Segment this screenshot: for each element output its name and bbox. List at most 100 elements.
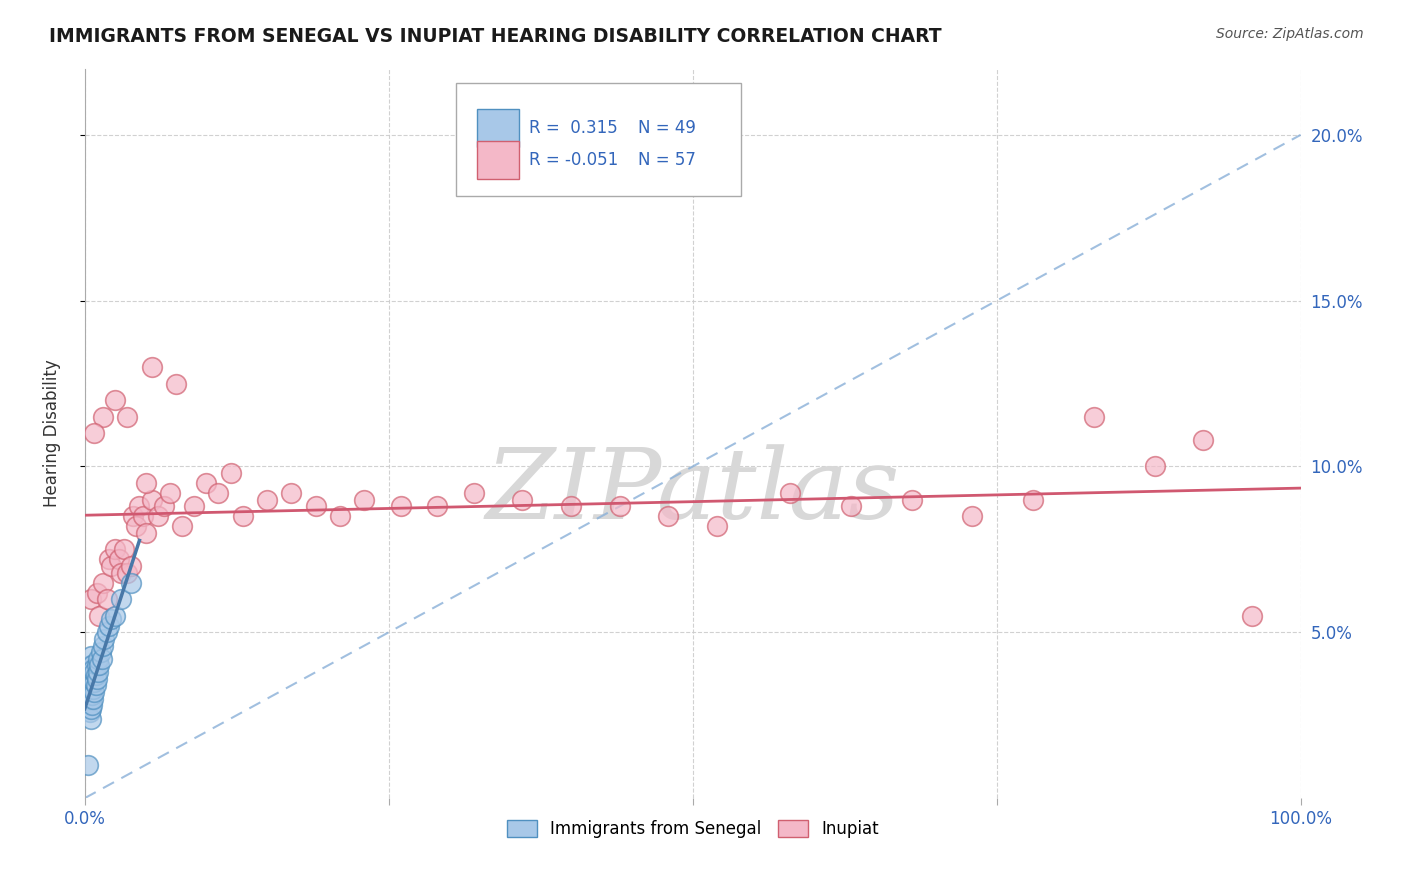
- Point: [90, 652, 112, 666]
- Point: [183, 500, 205, 514]
- Point: [207, 486, 229, 500]
- Point: [83, 685, 105, 699]
- Point: [1022, 492, 1045, 507]
- Point: [80, 592, 103, 607]
- Point: [80, 712, 103, 726]
- Text: ZIPatlas: ZIPatlas: [485, 444, 900, 540]
- Point: [77, 698, 100, 713]
- Point: [132, 509, 155, 524]
- Point: [141, 492, 163, 507]
- Point: [80, 658, 103, 673]
- Point: [100, 612, 122, 626]
- Point: [117, 566, 139, 580]
- Point: [1143, 459, 1166, 474]
- Point: [135, 525, 157, 540]
- Point: [80, 689, 103, 703]
- Point: [77, 675, 100, 690]
- Point: [93, 632, 115, 646]
- Point: [112, 542, 135, 557]
- Point: [146, 509, 169, 524]
- Point: [87, 652, 110, 666]
- Point: [82, 662, 104, 676]
- Point: [120, 559, 142, 574]
- Point: [79, 681, 101, 696]
- Point: [82, 691, 104, 706]
- Point: [152, 500, 174, 514]
- Point: [80, 678, 103, 692]
- Point: [305, 500, 328, 514]
- Point: [128, 500, 150, 514]
- Point: [98, 618, 121, 632]
- Text: IMMIGRANTS FROM SENEGAL VS INUPIAT HEARING DISABILITY CORRELATION CHART: IMMIGRANTS FROM SENEGAL VS INUPIAT HEARI…: [49, 27, 942, 45]
- Point: [104, 542, 127, 557]
- Point: [86, 585, 108, 599]
- Point: [657, 509, 679, 524]
- Point: [1083, 409, 1105, 424]
- Point: [159, 486, 181, 500]
- Point: [80, 698, 103, 713]
- Point: [82, 681, 104, 696]
- Point: [84, 678, 107, 692]
- Point: [609, 500, 631, 514]
- Point: [80, 668, 103, 682]
- Point: [86, 672, 108, 686]
- Point: [79, 705, 101, 719]
- Point: [79, 672, 101, 686]
- Legend: Immigrants from Senegal, Inupiat: Immigrants from Senegal, Inupiat: [501, 813, 886, 845]
- Point: [90, 645, 112, 659]
- Point: [91, 409, 114, 424]
- Point: [80, 658, 103, 673]
- Point: [96, 592, 118, 607]
- Point: [89, 658, 111, 673]
- Point: [80, 668, 103, 682]
- Point: [280, 486, 302, 500]
- Point: [135, 476, 157, 491]
- Point: [900, 492, 922, 507]
- Point: [79, 665, 101, 679]
- Text: Source: ZipAtlas.com: Source: ZipAtlas.com: [1216, 27, 1364, 41]
- Point: [195, 476, 218, 491]
- Point: [80, 685, 103, 699]
- Point: [80, 648, 103, 663]
- Text: R =  0.315: R = 0.315: [529, 120, 617, 137]
- Text: N = 57: N = 57: [638, 151, 696, 169]
- Point: [463, 486, 485, 500]
- Point: [79, 689, 101, 703]
- Point: [100, 559, 122, 574]
- FancyBboxPatch shape: [456, 83, 741, 196]
- Point: [79, 695, 101, 709]
- Point: [77, 758, 100, 772]
- Point: [80, 678, 103, 692]
- Point: [82, 672, 104, 686]
- Point: [77, 689, 100, 703]
- Text: R = -0.051: R = -0.051: [529, 151, 617, 169]
- Point: [77, 681, 100, 696]
- Point: [779, 486, 801, 500]
- Point: [89, 608, 111, 623]
- Point: [87, 665, 110, 679]
- Point: [962, 509, 984, 524]
- Point: [329, 509, 352, 524]
- Point: [141, 359, 163, 374]
- Point: [83, 675, 105, 690]
- Point: [170, 519, 193, 533]
- FancyBboxPatch shape: [478, 142, 519, 179]
- Point: [110, 566, 132, 580]
- Point: [104, 608, 127, 623]
- Point: [256, 492, 278, 507]
- Point: [117, 409, 139, 424]
- Point: [219, 466, 242, 480]
- Point: [120, 575, 142, 590]
- Point: [107, 552, 129, 566]
- Point: [76, 691, 98, 706]
- Point: [512, 492, 534, 507]
- Point: [91, 575, 114, 590]
- Point: [1240, 608, 1263, 623]
- Point: [80, 691, 103, 706]
- Point: [96, 625, 118, 640]
- Point: [83, 665, 105, 679]
- Y-axis label: Hearing Disability: Hearing Disability: [44, 359, 60, 508]
- Point: [560, 500, 582, 514]
- Point: [839, 500, 862, 514]
- Point: [1192, 433, 1215, 447]
